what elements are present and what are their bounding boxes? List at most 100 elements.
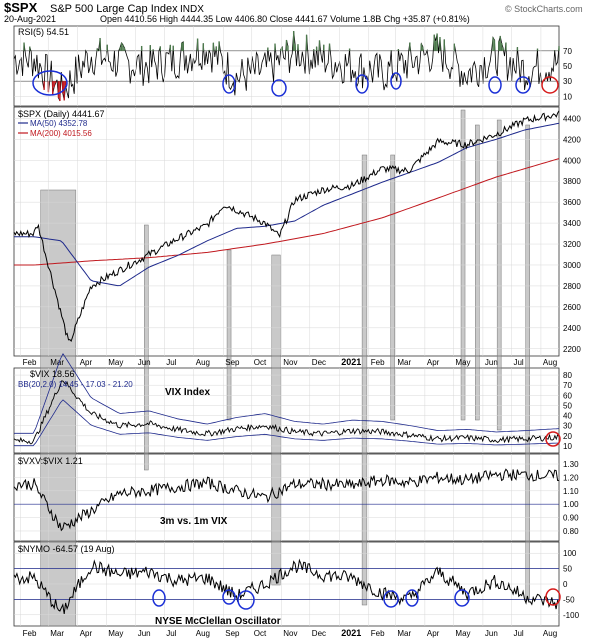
price-tick-labels: 4400 4200 4000 3800 3600 3400 3200 3000 2800 2600… (563, 114, 581, 353)
tick-label: 1.20 (563, 473, 579, 482)
month-label: Aug (543, 358, 557, 367)
tick-label: 3000 (563, 261, 581, 270)
month-label: Feb (371, 629, 385, 638)
blue-circle (222, 74, 236, 94)
tick-label: 3400 (563, 219, 581, 228)
month-label: Apr (427, 629, 440, 638)
month-label: Jul (166, 358, 176, 367)
tick-label: -100 (563, 611, 580, 620)
nymo-gridlines (14, 552, 559, 616)
shade-bar (390, 154, 395, 421)
header-quote: Open 4410.56 High 4444.35 Low 4406.80 Cl… (100, 14, 470, 24)
tick-label: 1.30 (563, 460, 579, 469)
month-label: Jun (485, 358, 498, 367)
tick-label: 2400 (563, 324, 581, 333)
month-label: Aug (196, 629, 210, 638)
month-label: Apr (80, 629, 93, 638)
rsi-overbought-fills (23, 31, 560, 101)
vix-legend-main: $VIX 18.56 (30, 369, 75, 379)
shade-bar (226, 249, 232, 421)
symbol-name: S&P 500 Large Cap Index (50, 3, 178, 15)
tick-label: 4000 (563, 156, 581, 165)
tick-label: 100 (563, 549, 577, 558)
vix-panel-title: VIX Index (165, 387, 210, 398)
tick-label: 3200 (563, 240, 581, 249)
month-label: Apr (427, 358, 440, 367)
month-label: Jul (513, 629, 523, 638)
blue-circle (454, 589, 470, 607)
ratio-line (13, 468, 560, 532)
month-axis-top: Feb Mar Apr May Jun Jul Aug Sep Oct Nov Dec 2021 Feb… (23, 357, 558, 367)
header-date: 20-Aug-2021 (4, 14, 56, 24)
tick-label: 0.90 (563, 514, 579, 523)
vix-panel-frame (13, 367, 560, 454)
vix-line (13, 380, 560, 445)
ratio-panel-frame (13, 453, 560, 542)
tick-label: 80 (563, 371, 572, 380)
month-label: Sep (225, 629, 240, 638)
nymo-legend: $NYMO -64.57 (19 Aug) (18, 544, 115, 554)
vix-legend-bb: BB(20,2.0) 14.45 - 17.03 - 21.20 (18, 380, 133, 389)
month-label: May (108, 629, 123, 638)
month-label: Apr (80, 358, 93, 367)
blue-circle (488, 76, 502, 94)
blue-circle (515, 76, 531, 94)
symbol-exchange: INDX (180, 4, 204, 15)
month-label: Mar (50, 629, 64, 638)
month-label: Jun (138, 358, 151, 367)
red-circle (545, 588, 561, 606)
month-label: Oct (254, 358, 267, 367)
blue-circle (405, 589, 419, 607)
month-label: Aug (196, 358, 210, 367)
tick-label: 3600 (563, 198, 581, 207)
shade-bar (475, 124, 480, 421)
rsi-tick-labels: 70 50 30 10 (563, 47, 572, 102)
tick-label: -50 (563, 595, 575, 604)
shade-bar (144, 224, 149, 471)
blue-circle (390, 72, 402, 90)
tick-label: 2800 (563, 282, 581, 291)
tick-label: 40 (563, 412, 572, 421)
month-label: Feb (23, 629, 37, 638)
blue-circle (222, 589, 236, 605)
symbol-title: $SPX (4, 0, 38, 15)
month-label: Jul (166, 629, 176, 638)
tick-label: 3800 (563, 177, 581, 186)
ratio-panel-title: 3m vs. 1m VIX (160, 516, 228, 527)
tick-label: 50 (563, 62, 572, 71)
ma50-legend: MA(50) 4352.78 (30, 119, 88, 128)
month-label: Mar (50, 358, 64, 367)
price-line (13, 110, 560, 342)
ratio-tick-labels: 1.30 1.20 1.10 1.00 0.90 0.80 (563, 460, 579, 536)
nymo-tick-labels: 100 50 0 -50 -100 (563, 549, 580, 620)
month-label: Jul (513, 358, 523, 367)
blue-circle (32, 70, 68, 96)
blue-circle (152, 589, 166, 607)
ma200-legend: MA(200) 4015.56 (30, 129, 92, 138)
month-label: Mar (397, 358, 411, 367)
shade-bar (525, 124, 530, 601)
month-label: 2021 (341, 357, 361, 367)
month-label: Aug (543, 629, 557, 638)
tick-label: 4200 (563, 135, 581, 144)
month-label: Nov (283, 629, 297, 638)
tick-label: 30 (563, 422, 572, 431)
month-label: Oct (254, 629, 267, 638)
tick-label: 4400 (563, 114, 581, 123)
tick-label: 20 (563, 432, 572, 441)
price-legend-main: $SPX (Daily) 4441.67 (18, 109, 105, 119)
month-label: Mar (397, 629, 411, 638)
credit-text: © StockCharts.com (505, 4, 583, 14)
vix-bb-lower (14, 399, 560, 447)
tick-label: 2600 (563, 303, 581, 312)
ratio-legend: $VXV:$VIX 1.21 (18, 456, 83, 466)
tick-label: 10 (563, 92, 572, 101)
rsi-legend: RSI(5) 54.51 (18, 27, 69, 37)
nymo-panel-title: NYSE McClellan Oscillator (155, 616, 281, 627)
month-label: Jun (138, 629, 151, 638)
month-label: Dec (312, 358, 326, 367)
tick-label: 30 (563, 77, 572, 86)
month-label: Jun (485, 629, 498, 638)
tick-label: 70 (563, 381, 572, 390)
